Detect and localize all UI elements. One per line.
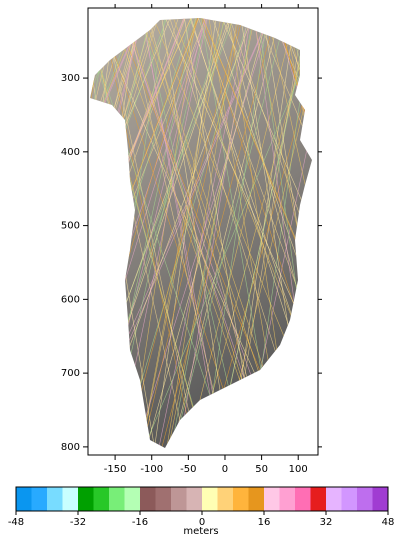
colorbar-cell — [78, 487, 94, 511]
track — [327, 10, 394, 450]
colorbar-cell — [233, 487, 249, 511]
colorbar-cell — [125, 487, 141, 511]
y-tick-label: 400 — [61, 147, 80, 158]
track — [338, 10, 394, 450]
colorbar-cell — [295, 487, 311, 511]
colorbar-cell — [326, 487, 342, 511]
colorbar-cell — [342, 487, 358, 511]
colorbar-cell — [373, 487, 389, 511]
colorbar-cell — [63, 487, 79, 511]
track — [337, 10, 394, 450]
colorbar-cell — [156, 487, 172, 511]
y-tick-label: 300 — [61, 73, 80, 84]
track — [316, 10, 394, 450]
y-tick-label: 500 — [61, 221, 80, 232]
colorbar-tick-label: 16 — [258, 517, 271, 528]
colorbar-cell — [280, 487, 296, 511]
y-tick-label: 700 — [61, 368, 80, 379]
track — [332, 10, 394, 450]
colorbar-tick-label: 48 — [382, 517, 394, 528]
track — [316, 10, 394, 450]
y-tick-label: 800 — [61, 442, 80, 453]
x-tick-label: -150 — [104, 464, 127, 475]
colorbar-tick-label: -32 — [70, 517, 86, 528]
colorbar-tick-label: -48 — [8, 517, 24, 528]
colorbar-cell — [264, 487, 280, 511]
colorbar-tick-label: 32 — [320, 517, 333, 528]
colorbar-cell — [218, 487, 234, 511]
colorbar-tick-label: 0 — [199, 517, 205, 528]
colorbar-cell — [47, 487, 63, 511]
track — [339, 10, 394, 450]
colorbar-cell — [16, 487, 32, 511]
track — [329, 10, 394, 450]
track — [0, 10, 101, 450]
track — [332, 10, 394, 450]
colorbar-cell — [202, 487, 218, 511]
colorbar-cell — [311, 487, 327, 511]
colorbar-tick-label: -16 — [132, 517, 148, 528]
colorbar-cell — [249, 487, 265, 511]
x-tick-label: 50 — [255, 464, 268, 475]
x-tick-label: 0 — [222, 464, 228, 475]
track — [326, 10, 394, 450]
x-tick-label: -100 — [140, 464, 163, 475]
colorbar-cell — [140, 487, 156, 511]
colorbar-cell — [109, 487, 125, 511]
x-tick-label: -50 — [180, 464, 196, 475]
colorbar-cell — [171, 487, 187, 511]
colorbar-cell — [32, 487, 48, 511]
track — [316, 10, 394, 450]
track — [0, 10, 95, 450]
x-tick-label: 100 — [289, 464, 308, 475]
track — [311, 10, 394, 450]
track — [331, 10, 394, 450]
colorbar-cell — [187, 487, 203, 511]
colorbar-cell — [357, 487, 373, 511]
colorbar-cell — [94, 487, 110, 511]
y-tick-label: 600 — [61, 294, 80, 305]
track — [330, 10, 394, 450]
track — [0, 10, 102, 450]
figure: meters -150-100-500501003004005006007008… — [0, 0, 394, 540]
